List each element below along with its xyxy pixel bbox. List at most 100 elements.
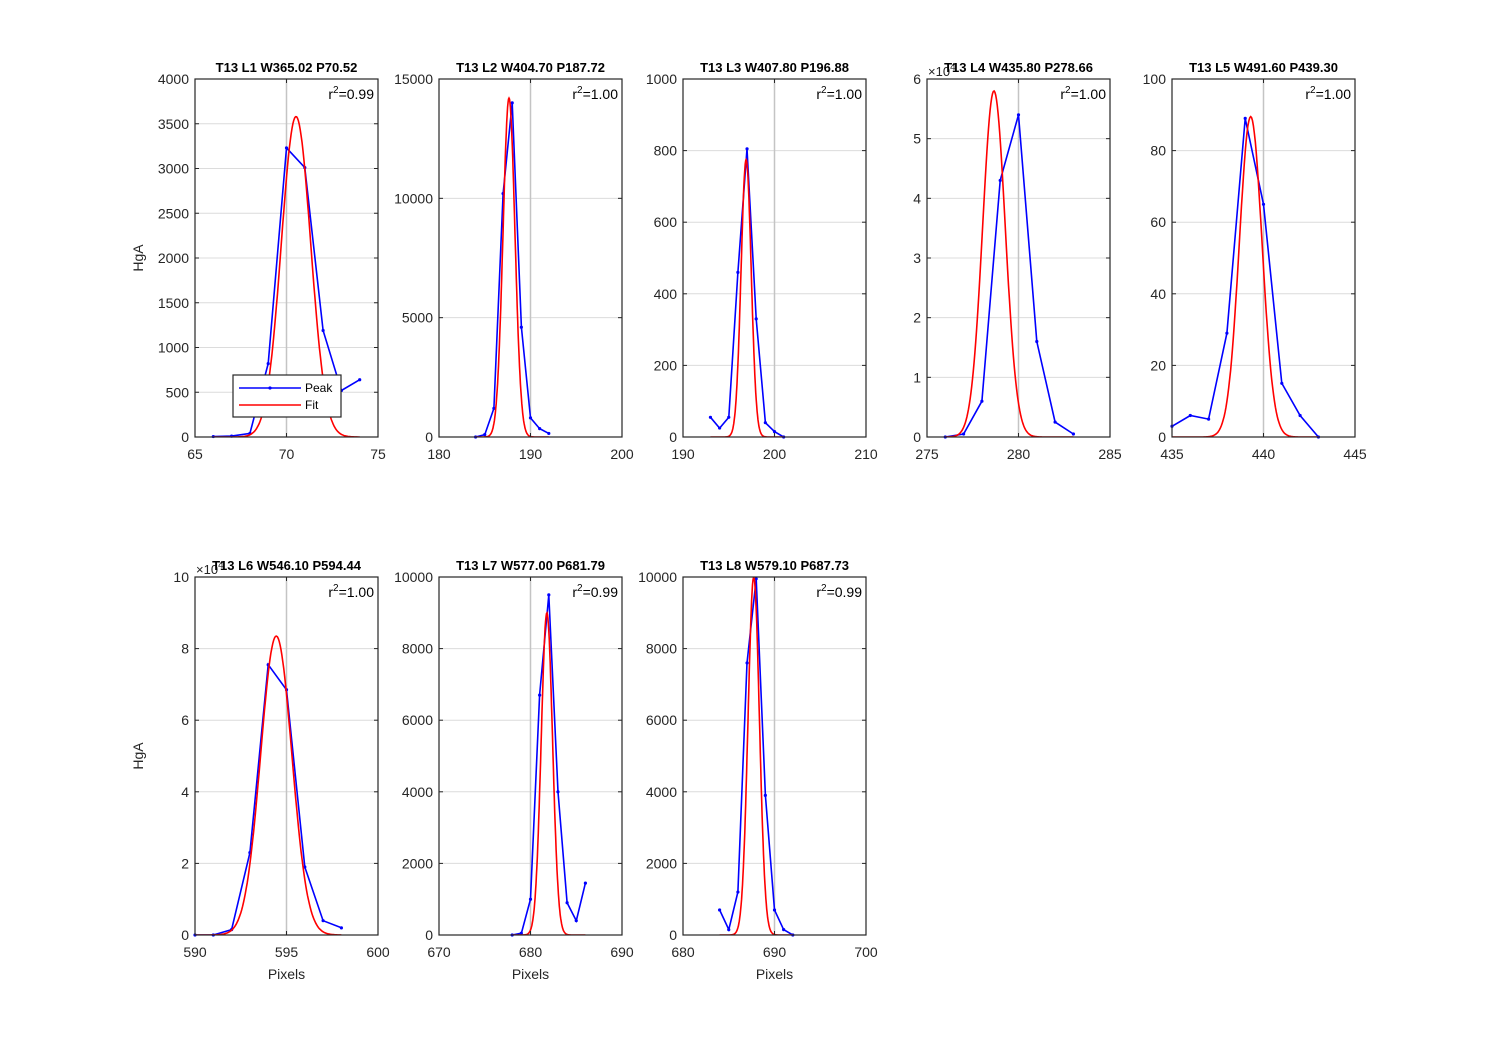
y-tick-label: 10000 [394, 569, 433, 585]
peak-point [962, 432, 966, 436]
y-tick-label: 0 [425, 429, 433, 445]
y-axis-label: HgA [130, 244, 146, 272]
x-tick-label: 600 [366, 944, 390, 960]
legend-marker [268, 386, 272, 390]
peak-point [538, 427, 542, 431]
x-tick-label: 690 [610, 944, 634, 960]
y-tick-label: 3000 [158, 161, 189, 177]
y-tick-label: 15000 [394, 71, 433, 87]
y-tick-label: 2 [913, 310, 921, 326]
y-tick-label: 200 [654, 357, 678, 373]
peak-point [1207, 417, 1211, 421]
y-tick-label: 800 [654, 143, 678, 159]
y-tick-label: 0 [1158, 429, 1166, 445]
peak-point [303, 865, 307, 869]
legend-label: Fit [305, 398, 319, 412]
r-squared-label: r2=0.99 [328, 85, 374, 102]
y-tick-label: 0 [669, 429, 677, 445]
x-tick-label: 440 [1252, 446, 1276, 462]
x-tick-label: 690 [763, 944, 787, 960]
peak-point [763, 793, 767, 797]
peak-point [980, 399, 984, 403]
subplot-title: T13 L4 W435.80 P278.66 [944, 60, 1093, 75]
peak-point [1298, 413, 1302, 418]
x-tick-label: 200 [763, 446, 787, 462]
peak-point [492, 406, 496, 410]
peak-point [1053, 420, 1057, 424]
x-tick-label: 285 [1098, 446, 1122, 462]
peak-line [195, 662, 342, 935]
peak-point [1016, 113, 1021, 117]
peak-point [1280, 381, 1284, 385]
peak-point [998, 178, 1002, 183]
peak-point [754, 577, 758, 581]
r-squared-label: r2=1.00 [816, 85, 862, 102]
y-tick-label: 20 [1150, 357, 1166, 373]
y-tick-label: 4 [913, 190, 921, 206]
x-tick-label: 670 [427, 944, 451, 960]
peak-point [1243, 116, 1247, 120]
fit-curve [719, 577, 793, 935]
subplot-title: T13 L2 W404.70 P187.72 [456, 60, 605, 75]
x-tick-label: 200 [610, 446, 634, 462]
x-tick-label: 445 [1343, 446, 1367, 462]
x-tick-label: 70 [279, 446, 295, 462]
peak-point [782, 928, 786, 932]
peak-point [1035, 339, 1039, 344]
peak-point [1071, 432, 1075, 436]
x-tick-label: 595 [275, 944, 299, 960]
y-tick-label: 10 [173, 569, 189, 585]
y-tick-label: 6 [913, 71, 921, 87]
y-tick-label: 4000 [158, 71, 189, 87]
y-tick-label: 2000 [646, 855, 677, 871]
peak-point [321, 919, 325, 923]
y-tick-label: 6 [181, 712, 189, 728]
y-tick-label: 500 [166, 384, 190, 400]
y-tick-label: 5000 [402, 310, 433, 326]
y-tick-label: 80 [1150, 143, 1166, 159]
y-tick-label: 60 [1150, 214, 1166, 230]
peak-point [1188, 413, 1192, 418]
peak-line [709, 148, 785, 437]
y-tick-label: 6000 [402, 712, 433, 728]
peak-point [538, 693, 542, 697]
x-tick-label: 75 [370, 446, 386, 462]
peak-point [1261, 202, 1266, 206]
peak-point [528, 416, 533, 420]
legend-label: Peak [305, 381, 333, 395]
peak-point [528, 897, 533, 901]
peak-point [754, 317, 758, 321]
y-tick-label: 0 [913, 429, 921, 445]
x-tick-label: 210 [854, 446, 878, 462]
fit-curve [945, 89, 1074, 437]
peak-point [358, 378, 362, 382]
y-tick-label: 6000 [646, 712, 677, 728]
y-tick-label: 100 [1143, 71, 1167, 87]
y-tick-label: 1500 [158, 295, 189, 311]
y-tick-label: 1 [913, 369, 921, 385]
x-tick-label: 275 [915, 446, 939, 462]
r-squared-label: r2=1.00 [1305, 85, 1351, 102]
y-tick-label: 8000 [402, 641, 433, 657]
legend-box [232, 374, 342, 418]
peak-point [321, 328, 325, 333]
x-tick-label: 65 [187, 446, 203, 462]
y-tick-label: 8 [181, 641, 189, 657]
y-tick-label: 2 [181, 855, 189, 871]
x-axis-label: Pixels [756, 966, 793, 982]
peak-point [565, 901, 569, 905]
fit-curve [475, 96, 549, 437]
y-tick-label: 3 [913, 250, 921, 266]
subplot-title: T13 L7 W577.00 P681.79 [456, 558, 605, 573]
y-tick-label: 3500 [158, 116, 189, 132]
peak-point [718, 426, 722, 430]
x-axis-label: Pixels [512, 966, 549, 982]
y-tick-label: 10000 [638, 569, 677, 585]
peak-point [736, 890, 740, 894]
y-tick-label: 0 [669, 927, 677, 943]
peak-point [708, 415, 713, 419]
y-tick-label: 2000 [402, 855, 433, 871]
x-tick-label: 700 [854, 944, 878, 960]
peak-point [519, 931, 523, 935]
peak-point [510, 101, 514, 105]
